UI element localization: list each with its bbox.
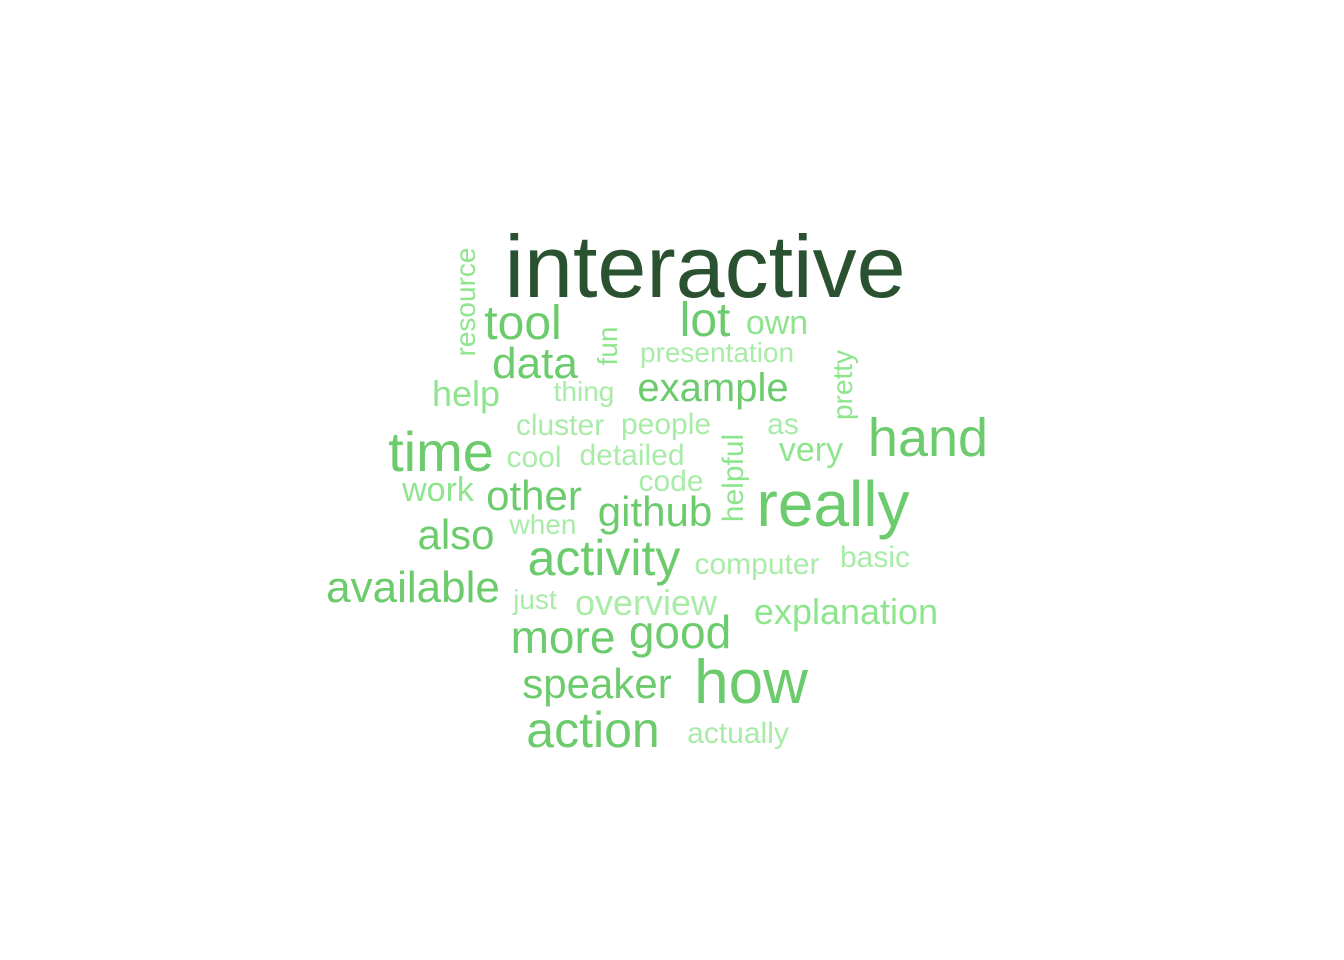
word-more: more — [510, 611, 616, 663]
word-cluster: cluster — [515, 409, 605, 442]
word-github: github — [597, 488, 713, 535]
word-also: also — [417, 511, 495, 558]
word-helpful: helpful — [717, 433, 750, 523]
word-other: other — [486, 472, 582, 519]
word-actually: actually — [687, 717, 789, 750]
word-explanation: explanation — [753, 591, 939, 632]
word-lot: lot — [679, 294, 731, 347]
word-presentation: presentation — [639, 337, 795, 368]
word-good: good — [628, 606, 732, 658]
word-example: example — [637, 366, 789, 410]
word-fun: fun — [592, 326, 623, 366]
word-overview: overview — [574, 582, 718, 623]
word-activity: activity — [527, 530, 681, 586]
word-as: as — [767, 408, 799, 441]
word-data: data — [492, 339, 578, 388]
word-cool: cool — [506, 441, 562, 474]
word-just: just — [513, 584, 557, 615]
word-own: own — [745, 304, 809, 342]
word-thing: thing — [553, 376, 615, 407]
word-pretty: pretty — [827, 349, 858, 421]
word-hand: hand — [867, 408, 989, 468]
word-action: action — [526, 702, 660, 758]
word-interactive: interactive — [504, 217, 906, 316]
word-detailed: detailed — [579, 439, 685, 472]
word-very: very — [778, 431, 844, 469]
word-really: really — [756, 468, 910, 540]
word-people: people — [620, 408, 712, 441]
word-available: available — [326, 563, 500, 612]
word-code: code — [638, 465, 704, 498]
word-computer: computer — [694, 548, 820, 581]
word-speaker: speaker — [522, 660, 672, 707]
word-how: how — [694, 648, 808, 717]
word-help: help — [431, 373, 501, 414]
word-resource: resource — [450, 247, 481, 357]
word-tool: tool — [484, 297, 562, 350]
word-work: work — [402, 471, 474, 509]
word-basic: basic — [839, 541, 911, 574]
word-when: when — [509, 509, 577, 540]
word-time: time — [388, 420, 494, 483]
